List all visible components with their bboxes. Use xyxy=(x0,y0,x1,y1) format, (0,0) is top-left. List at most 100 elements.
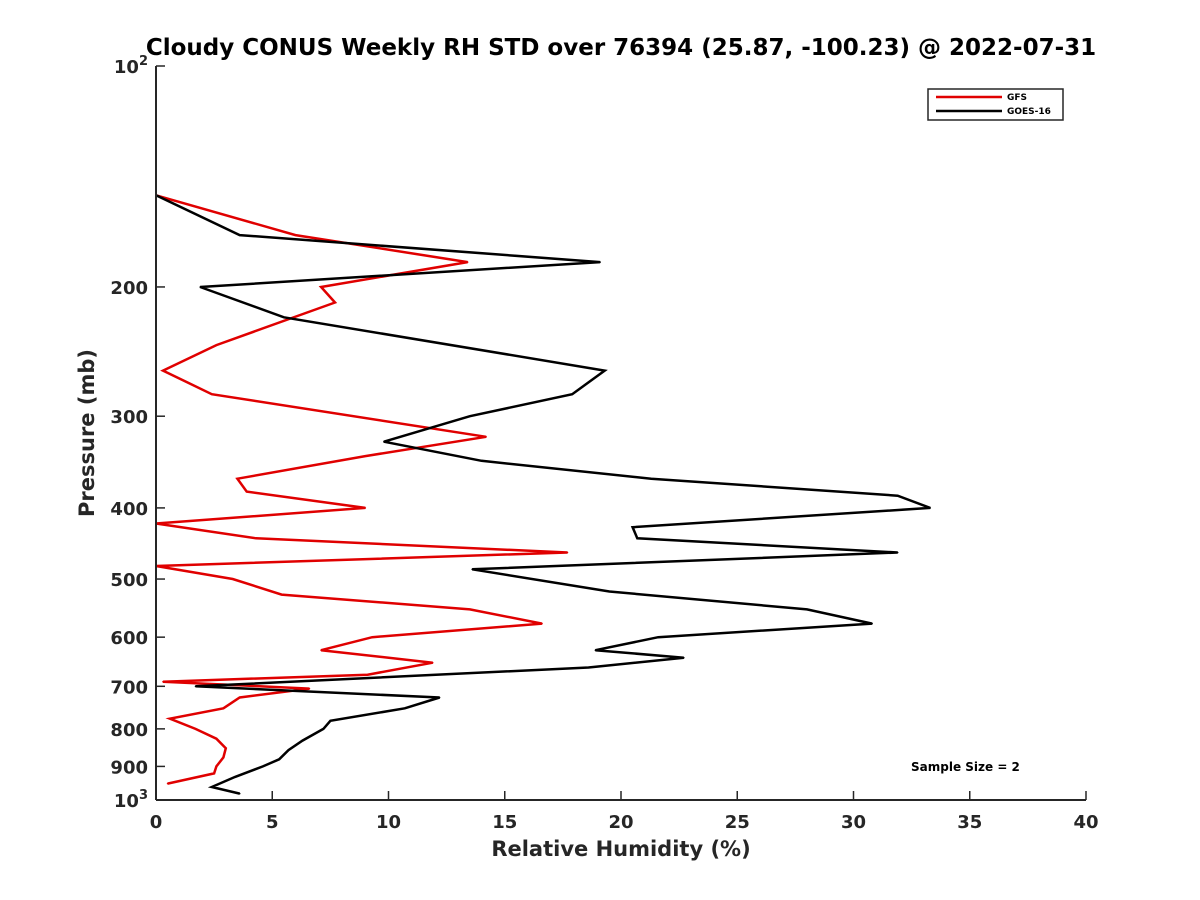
x-tick-label: 20 xyxy=(608,812,633,833)
data-point-gfs-9 xyxy=(364,455,367,457)
data-point-gfs-17 xyxy=(231,578,234,580)
data-point-goes16-23 xyxy=(587,666,590,669)
x-tick-label: 5 xyxy=(266,812,279,833)
x-tick-label: 10 xyxy=(376,812,401,833)
legend-label-gfs: GFS xyxy=(1007,93,1027,103)
data-point-gfs-8 xyxy=(485,436,487,438)
data-point-goes16-19 xyxy=(871,622,873,625)
data-point-goes16-22 xyxy=(683,656,685,659)
legend: GFS GOES-16 xyxy=(927,88,1064,121)
data-point-gfs-31 xyxy=(215,737,218,740)
series-line-gfs xyxy=(155,194,568,785)
data-point-goes16-4 xyxy=(283,316,285,319)
data-point-goes16-14 xyxy=(636,537,639,540)
data-point-goes16-13 xyxy=(631,526,634,528)
data-point-goes16-35 xyxy=(238,792,241,795)
data-point-goes16-25 xyxy=(438,696,441,699)
data-point-goes16-16 xyxy=(471,568,474,571)
y-tick-label: 600 xyxy=(110,628,148,649)
y-tick-label: 900 xyxy=(110,757,148,778)
data-point-goes16-20 xyxy=(657,636,659,638)
legend-box xyxy=(927,88,1064,121)
x-ticks: 0 5 10 15 20 25 30 35 40 xyxy=(150,791,1099,833)
y-tick-label: 800 xyxy=(110,720,148,741)
data-point-gfs-33 xyxy=(222,756,225,759)
y-tick-label: 700 xyxy=(110,677,148,698)
data-point-goes16-31 xyxy=(278,758,281,761)
data-point-goes16-10 xyxy=(650,477,652,480)
data-point-gfs-10 xyxy=(236,477,239,480)
y-tick-label: 102 xyxy=(114,54,148,78)
data-point-goes16-26 xyxy=(404,707,406,710)
chart-title: Cloudy CONUS Weekly RH STD over 76394 (2… xyxy=(146,35,1096,61)
data-point-gfs-22 xyxy=(320,649,322,651)
data-point-gfs-21 xyxy=(371,636,374,638)
x-tick-label: 40 xyxy=(1073,812,1098,833)
data-point-goes16-28 xyxy=(322,728,325,730)
data-point-goes16-21 xyxy=(594,649,597,651)
data-point-gfs-15 xyxy=(566,551,569,554)
data-point-gfs-14 xyxy=(255,537,257,540)
data-point-gfs-36 xyxy=(166,782,169,785)
data-point-gfs-29 xyxy=(169,717,171,720)
x-tick-label: 0 xyxy=(150,812,163,833)
data-point-goes16-6 xyxy=(571,393,573,396)
data-point-gfs-6 xyxy=(162,369,164,372)
data-point-gfs-3 xyxy=(320,286,322,288)
data-point-gfs-23 xyxy=(431,661,434,664)
data-point-gfs-26 xyxy=(308,687,311,690)
data-point-gfs-35 xyxy=(213,772,215,775)
data-point-goes16-3 xyxy=(199,286,201,288)
data-point-goes16-29 xyxy=(301,739,304,742)
data-point-goes16-24 xyxy=(194,685,197,688)
data-point-gfs-18 xyxy=(280,593,283,596)
data-point-gfs-30 xyxy=(194,728,197,730)
data-point-goes16-2 xyxy=(599,261,601,263)
y-tick-label: 103 xyxy=(114,788,148,812)
data-point-goes16-9 xyxy=(480,460,483,462)
data-point-gfs-11 xyxy=(245,490,248,493)
series-layer xyxy=(155,194,931,795)
data-point-goes16-17 xyxy=(608,590,611,593)
y-tick-label: 400 xyxy=(110,499,148,520)
data-point-goes16-32 xyxy=(262,765,264,768)
y-ticks: 102 200 300 400 500 600 700 800 900 103 xyxy=(110,54,165,812)
data-point-gfs-1 xyxy=(294,234,297,236)
data-point-goes16-8 xyxy=(383,440,385,443)
data-point-goes16-27 xyxy=(329,720,332,722)
x-tick-label: 30 xyxy=(841,812,866,833)
data-point-gfs-5 xyxy=(215,344,218,346)
x-tick-label: 15 xyxy=(492,812,517,833)
data-point-gfs-12 xyxy=(364,507,367,509)
x-tick-label: 25 xyxy=(725,812,750,833)
data-point-gfs-24 xyxy=(366,673,369,676)
data-point-goes16-33 xyxy=(234,776,236,778)
data-point-gfs-20 xyxy=(541,622,543,625)
y-tick-label: 200 xyxy=(110,278,148,299)
y-axis-label: Pressure (mb) xyxy=(75,349,99,517)
data-point-gfs-34 xyxy=(215,765,218,768)
data-point-goes16-18 xyxy=(806,608,808,611)
data-point-goes16-1 xyxy=(238,234,241,236)
data-point-goes16-30 xyxy=(287,749,290,751)
data-point-gfs-32 xyxy=(225,747,227,749)
x-axis-label: Relative Humidity (%) xyxy=(491,837,750,861)
data-point-gfs-4 xyxy=(334,301,336,304)
y-tick-label: 300 xyxy=(110,407,148,428)
x-tick-label: 35 xyxy=(957,812,982,833)
data-point-gfs-25 xyxy=(162,680,164,683)
legend-label-goes16: GOES-16 xyxy=(1007,107,1051,117)
sample-size-annotation: Sample Size = 2 xyxy=(911,760,1020,774)
data-point-goes16-15 xyxy=(896,551,899,554)
data-point-goes16-11 xyxy=(896,494,899,497)
y-tick-label: 500 xyxy=(110,570,148,591)
data-point-goes16-7 xyxy=(469,415,471,418)
data-point-gfs-2 xyxy=(466,261,469,263)
data-point-gfs-28 xyxy=(222,707,225,710)
data-point-gfs-7 xyxy=(211,393,213,396)
data-point-gfs-27 xyxy=(238,696,241,699)
series-line-goes16 xyxy=(155,194,931,795)
data-point-goes16-5 xyxy=(603,369,606,372)
data-point-goes16-12 xyxy=(929,507,931,509)
